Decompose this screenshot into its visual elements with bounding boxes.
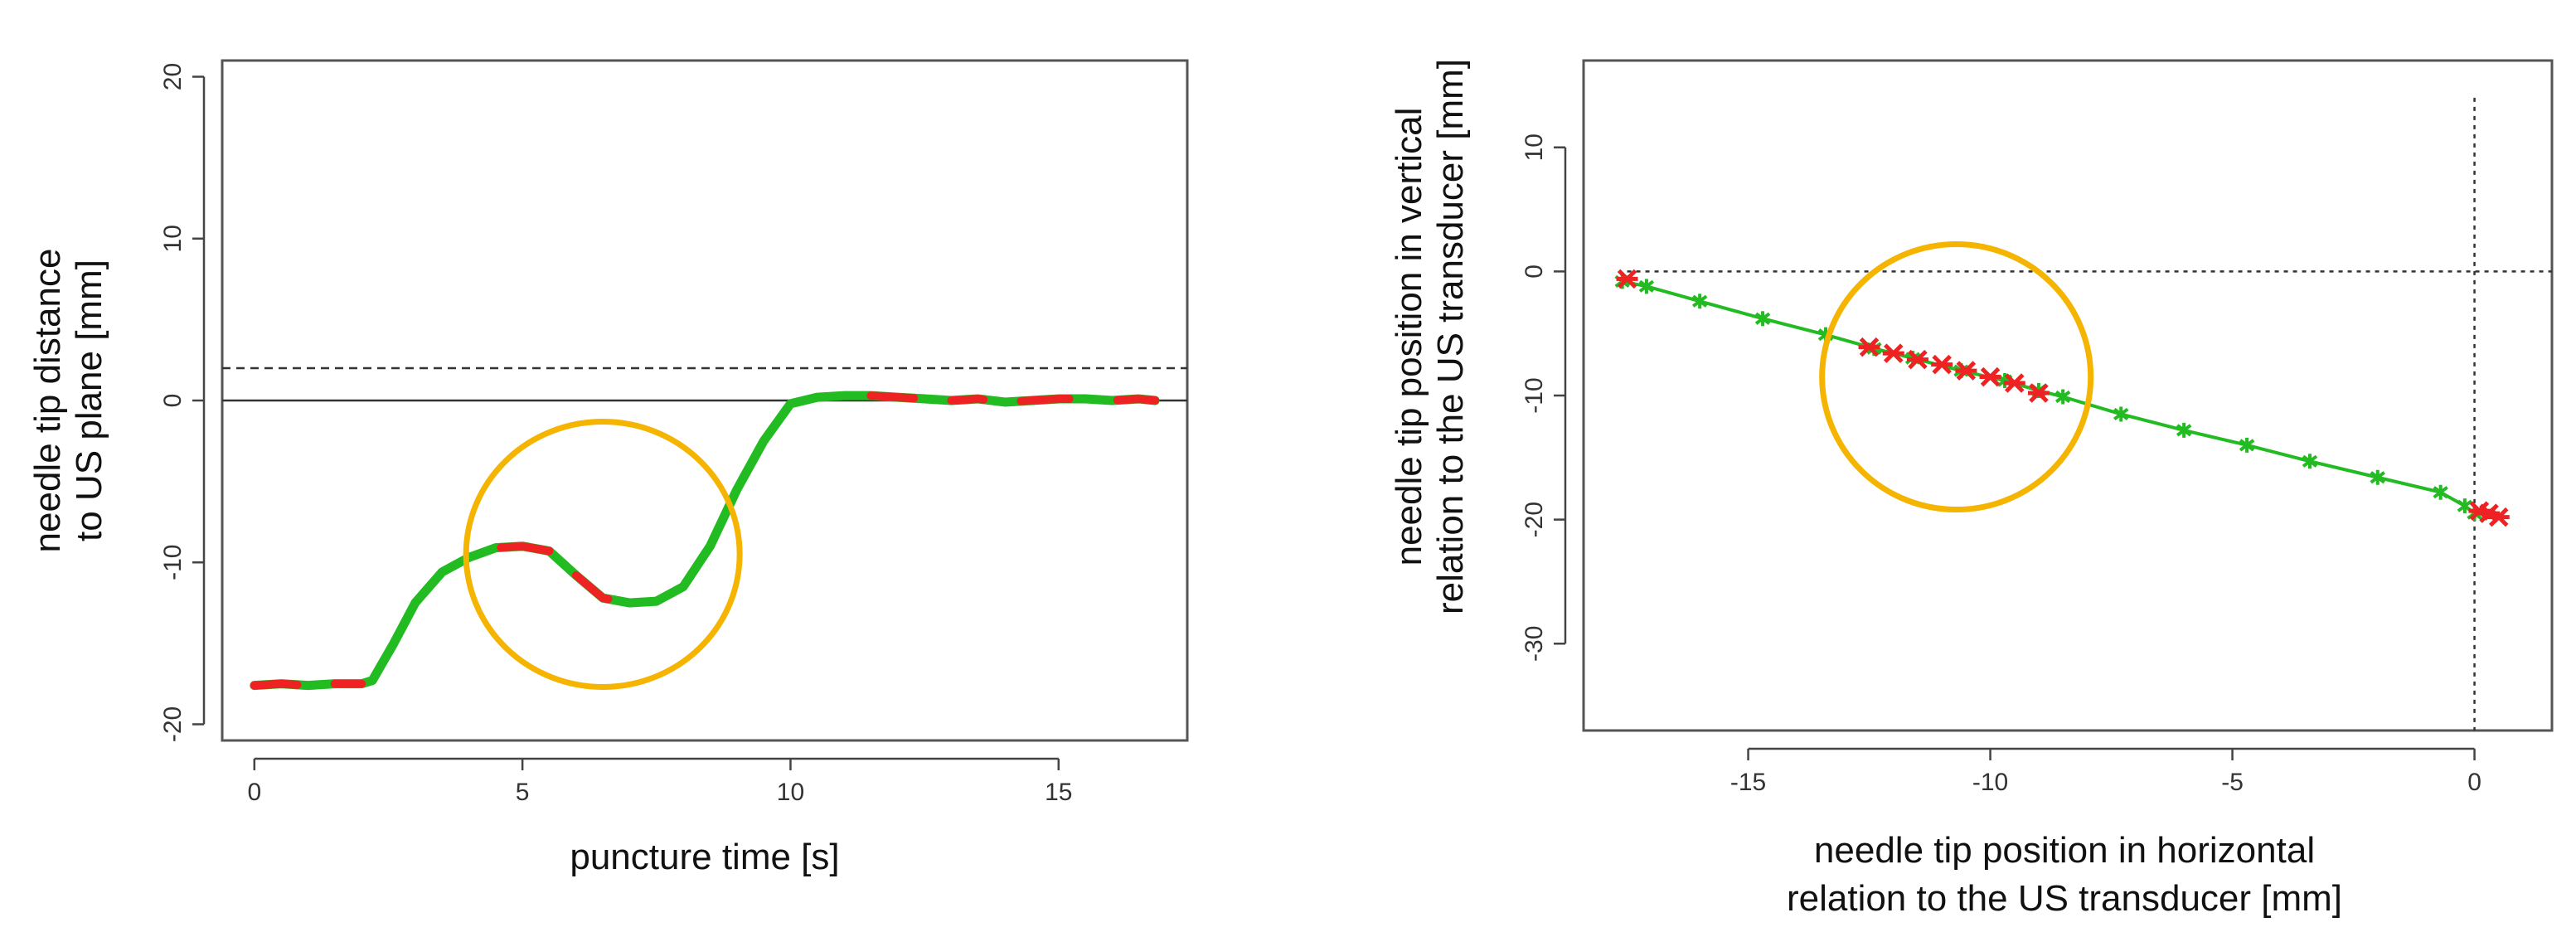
y-tick-label: -20: [159, 706, 187, 742]
data-point-red: [2003, 373, 2025, 393]
y-axis-label-right-line2: relation to the US transducer [mm]: [1430, 59, 1471, 614]
data-point-red: [1616, 269, 1638, 289]
data-point-green: [2433, 484, 2448, 500]
data-point-green: [1638, 279, 1655, 294]
panel-left-time-plot: 0 5 10 15 -20 -10 0 10 20 puncture time [s] nee…: [27, 59, 1189, 877]
data-point-green: [2302, 454, 2318, 469]
data-point-green: [2239, 437, 2255, 453]
y-tick-label: 0: [1521, 265, 1548, 279]
y-axis-label-right-line1: needle tip position in vertical: [1389, 108, 1429, 566]
data-point-green: [2113, 406, 2129, 422]
data-point-red: [2487, 507, 2510, 527]
x-tick-label: 0: [2467, 769, 2481, 796]
data-point-green: [2054, 389, 2071, 405]
y-tick-label: -30: [1521, 626, 1548, 662]
y-tick-label: -10: [1521, 377, 1548, 413]
highlight-segment: [1016, 395, 1074, 405]
data-point-green: [2370, 469, 2385, 485]
data-point-red: [1906, 349, 1928, 370]
highlight-segment: [571, 570, 613, 604]
x-tick-label: -10: [1972, 769, 2008, 796]
series-line-distance: [250, 391, 1160, 691]
data-point-red: [1955, 361, 1977, 381]
x-tick-label: 0: [247, 779, 261, 806]
data-point-green: [1691, 294, 1708, 309]
highlight-segment: [497, 542, 554, 556]
highlight-circle-left: [463, 418, 743, 690]
y-axis-label-left-line2: to US plane [mm]: [69, 260, 109, 541]
data-point-red: [2027, 383, 2050, 403]
x-tick-label: -15: [1730, 769, 1766, 796]
y-axis-label-left-line1: needle tip distance: [27, 249, 68, 553]
y-tick-label: -20: [1521, 502, 1548, 537]
x-axis-label-right-line1: needle tip position in horizontal: [1814, 830, 2315, 871]
y-tick-label: 20: [159, 63, 187, 90]
data-point-green: [2176, 422, 2192, 438]
x-tick-label: -5: [2221, 769, 2244, 796]
y-tick-label: 10: [159, 225, 187, 252]
highlight-segment: [947, 395, 988, 405]
series-line-trajectory: [1622, 279, 2476, 515]
highlight-segment: [866, 391, 919, 403]
plot-frame-right: [1582, 59, 2554, 732]
y-tick-label: 10: [1521, 133, 1548, 161]
x-axis-label-left: puncture time [s]: [570, 837, 839, 877]
panel-right-position-plot: -15 -10 -5 0 -30 -20 -10 0 10 needle tip positi…: [1389, 59, 2554, 919]
highlight-segment: [1113, 395, 1160, 405]
x-tick-label: 10: [777, 779, 804, 806]
data-point-red: [1882, 343, 1904, 363]
data-point-green: [1754, 311, 1771, 327]
highlight-segment: [250, 679, 302, 690]
y-tick-label: -10: [159, 545, 187, 580]
x-tick-label: 15: [1045, 779, 1072, 806]
data-point-red: [1858, 337, 1880, 357]
data-point-red: [1931, 354, 1953, 375]
highlight-circle-right: [1819, 241, 2094, 513]
data-point-red: [1979, 366, 2001, 387]
x-axis-label-right-line2: relation to the US transducer [mm]: [1787, 878, 2342, 919]
y-tick-label: 0: [159, 394, 187, 408]
x-tick-label: 5: [516, 779, 530, 806]
